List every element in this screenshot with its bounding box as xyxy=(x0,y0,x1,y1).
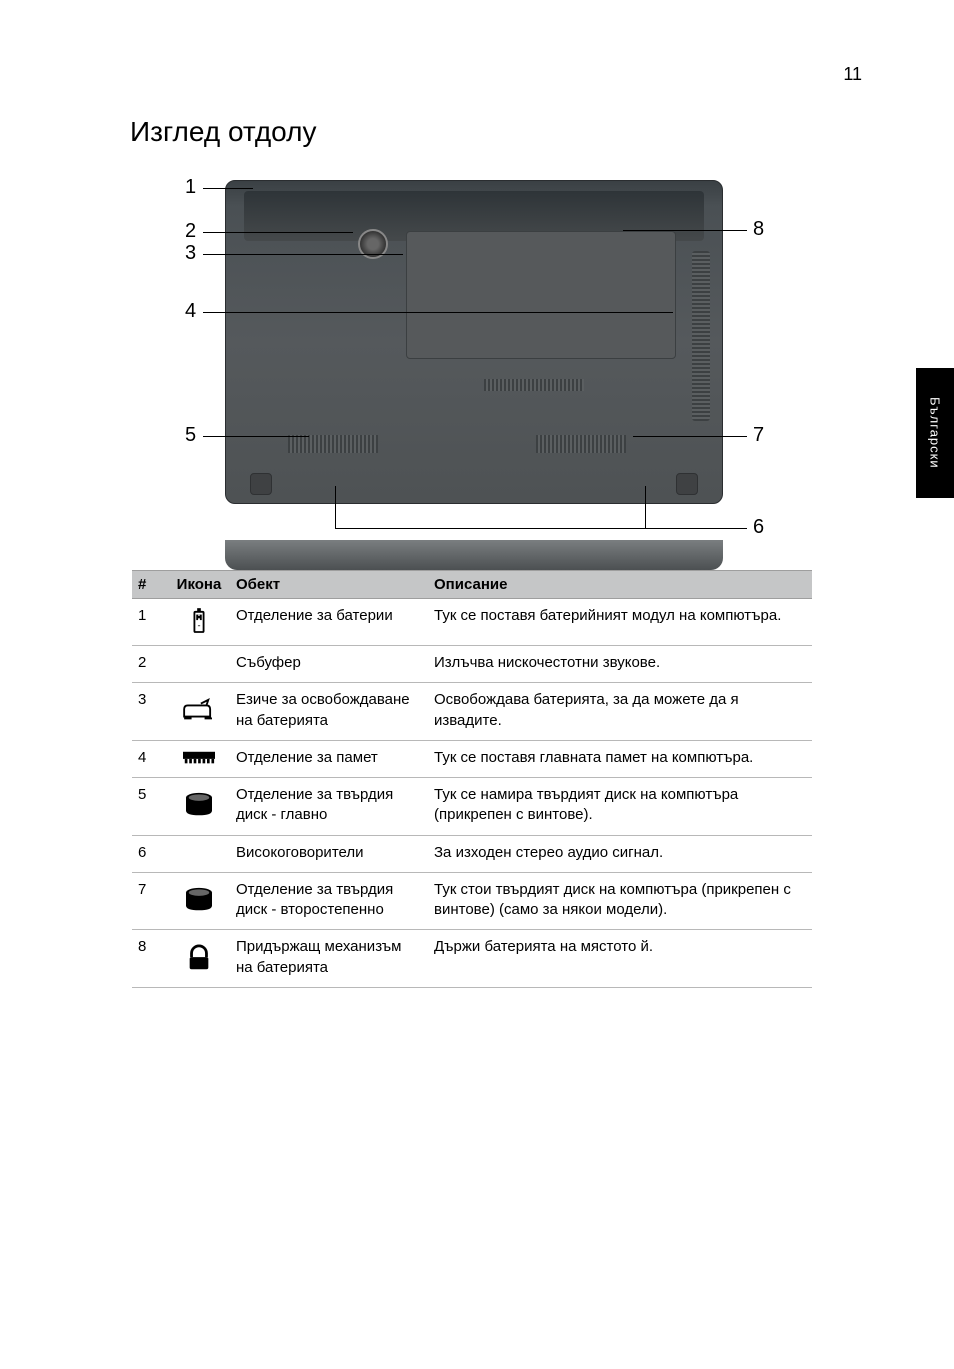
vent-shape xyxy=(484,379,584,391)
callout-line xyxy=(203,232,353,233)
table-row: 8 Придържащ механизъм на батериятаДържи б… xyxy=(132,930,812,988)
hdd-icon xyxy=(183,792,215,818)
row-object: Отделение за твърдия диск - главно xyxy=(230,778,428,836)
row-number: 7 xyxy=(132,872,168,930)
callout-5: 5 xyxy=(185,424,196,447)
callout-2: 2 xyxy=(185,220,196,243)
row-icon-cell xyxy=(168,930,230,988)
row-icon-cell xyxy=(168,683,230,741)
row-number: 5 xyxy=(132,778,168,836)
header-object: Обект xyxy=(230,571,428,599)
table-row: 5 Отделение за твърдия диск - главноТук с… xyxy=(132,778,812,836)
row-number: 6 xyxy=(132,835,168,872)
callout-line xyxy=(203,312,673,313)
callout-line xyxy=(623,230,747,231)
row-description: Държи батерията на мястото й. xyxy=(428,930,812,988)
callout-6: 6 xyxy=(753,516,764,539)
speaker-grille-right xyxy=(536,435,626,453)
row-description: Освобождава батерията, за да можете да я… xyxy=(428,683,812,741)
row-number: 3 xyxy=(132,683,168,741)
callout-line xyxy=(645,486,646,528)
speaker-grille-left xyxy=(288,435,378,453)
callout-line xyxy=(203,436,309,437)
callout-4: 4 xyxy=(185,300,196,323)
row-object: Езиче за освобождаване на батерията xyxy=(230,683,428,741)
callout-7: 7 xyxy=(753,424,764,447)
language-tab: Български xyxy=(916,368,954,498)
table-row: 7 Отделение за твърдия диск - второстепен… xyxy=(132,872,812,930)
row-number: 1 xyxy=(132,599,168,646)
row-icon-cell xyxy=(168,599,230,646)
release-icon xyxy=(180,698,218,724)
row-object: Отделение за батерии xyxy=(230,599,428,646)
language-tab-label: Български xyxy=(928,397,943,469)
page-title: Изглед отдолу xyxy=(130,116,316,148)
table-row: 2 СъбуферИзлъчва нискочестотни звукове. xyxy=(132,646,812,683)
callout-line xyxy=(203,188,253,189)
row-description: Тук стои твърдият диск на компютъра (при… xyxy=(428,872,812,930)
lock-icon xyxy=(185,944,213,972)
memory-icon xyxy=(180,750,218,766)
row-description: За изходен стерео аудио сигнал. xyxy=(428,835,812,872)
callout-line xyxy=(633,436,747,437)
header-num: # xyxy=(132,571,168,599)
header-icon: Икона xyxy=(168,571,230,599)
table-header-row: # Икона Обект Описание xyxy=(132,571,812,599)
row-number: 2 xyxy=(132,646,168,683)
laptop-outline xyxy=(225,180,723,540)
table-row: 1 Отделение за батерииТук се поставя бате… xyxy=(132,599,812,646)
vent-side-shape xyxy=(692,251,710,421)
row-description: Излъчва нискочестотни звукове. xyxy=(428,646,812,683)
row-description: Тук се поставя батерийният модул на комп… xyxy=(428,599,812,646)
callout-1: 1 xyxy=(185,176,196,199)
battery-icon xyxy=(188,606,210,636)
callout-line xyxy=(203,254,403,255)
foot-shape xyxy=(250,473,272,495)
row-icon-cell xyxy=(168,872,230,930)
header-desc: Описание xyxy=(428,571,812,599)
hdd-icon xyxy=(183,887,215,913)
row-description: Тук се поставя главната памет на компютъ… xyxy=(428,740,812,777)
row-object: Високоговорители xyxy=(230,835,428,872)
callout-3: 3 xyxy=(185,242,196,265)
row-object: Отделение за памет xyxy=(230,740,428,777)
row-object: Отделение за твърдия диск - второстепенн… xyxy=(230,872,428,930)
table-row: 6 ВисокоговорителиЗа изходен стерео аудио… xyxy=(132,835,812,872)
row-icon-cell xyxy=(168,835,230,872)
callout-line xyxy=(335,486,336,528)
page-number: 11 xyxy=(843,64,862,85)
row-object: Придържащ механизъм на батерията xyxy=(230,930,428,988)
row-icon-cell xyxy=(168,740,230,777)
row-number: 4 xyxy=(132,740,168,777)
row-number: 8 xyxy=(132,930,168,988)
laptop-base xyxy=(225,180,723,504)
row-description: Тук се намира твърдият диск на компютъра… xyxy=(428,778,812,836)
foot-shape xyxy=(676,473,698,495)
access-panel-shape xyxy=(406,231,676,359)
parts-table: # Икона Обект Описание 1 Отделение за бат… xyxy=(132,570,812,988)
callout-8: 8 xyxy=(753,218,764,241)
row-object: Събуфер xyxy=(230,646,428,683)
table-row: 4 Отделение за паметТук се поставя главна… xyxy=(132,740,812,777)
callout-line xyxy=(335,528,747,529)
row-icon-cell xyxy=(168,778,230,836)
table-row: 3 Езиче за освобождаване на батериятаОсво… xyxy=(132,683,812,741)
row-icon-cell xyxy=(168,646,230,683)
laptop-front-edge xyxy=(225,540,723,570)
bottom-view-diagram: 1 2 3 4 5 8 7 6 xyxy=(135,170,815,550)
